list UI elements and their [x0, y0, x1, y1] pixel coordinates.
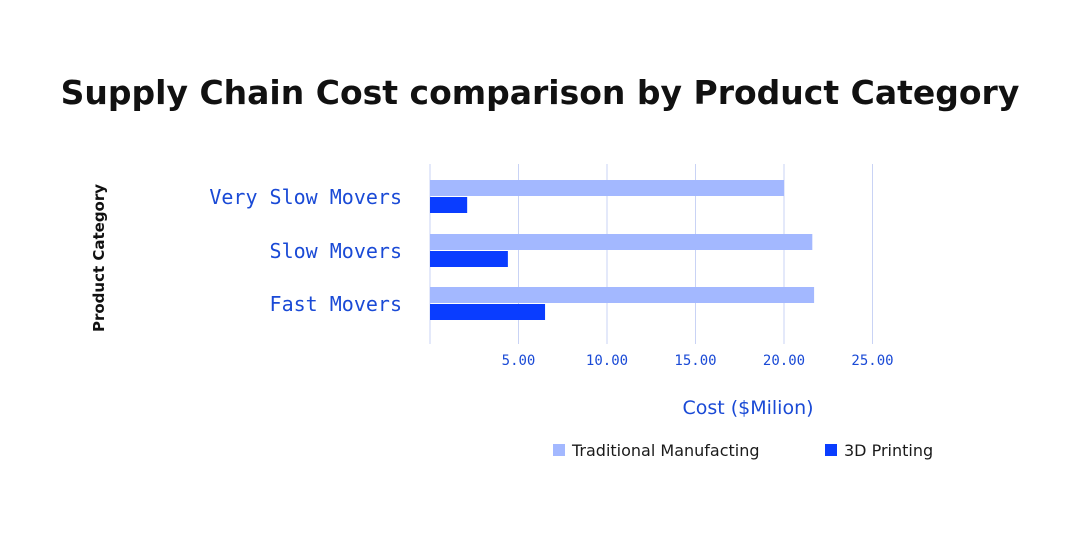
category-label: Fast Movers	[270, 292, 402, 316]
bar	[430, 180, 784, 196]
legend: Traditional Manufacting 3D Printing	[553, 441, 933, 460]
legend-swatch	[825, 444, 837, 456]
x-axis-title: Cost ($Milion)	[682, 397, 813, 419]
bars	[430, 180, 815, 320]
y-axis-title: Product Category	[90, 184, 108, 332]
tick-label: 15.00	[674, 353, 716, 369]
bar	[430, 304, 546, 320]
tick-label: 25.00	[851, 353, 893, 369]
legend-label: 3D Printing	[844, 441, 933, 460]
category-labels: Very Slow Movers Slow Movers Fast Movers	[209, 185, 402, 316]
x-tick-labels: 5.00 10.00 15.00 20.00 25.00	[502, 353, 894, 369]
tick-label: 5.00	[502, 353, 536, 369]
legend-label: Traditional Manufacting	[571, 441, 760, 460]
bar	[430, 197, 468, 213]
bar	[430, 251, 508, 267]
category-label: Very Slow Movers	[209, 185, 402, 209]
tick-label: 20.00	[763, 353, 805, 369]
bar	[430, 234, 813, 250]
chart-title: Supply Chain Cost comparison by Product …	[61, 73, 1020, 112]
bar	[430, 287, 815, 303]
tick-label: 10.00	[586, 353, 628, 369]
category-label: Slow Movers	[270, 239, 402, 263]
legend-swatch	[553, 444, 565, 456]
